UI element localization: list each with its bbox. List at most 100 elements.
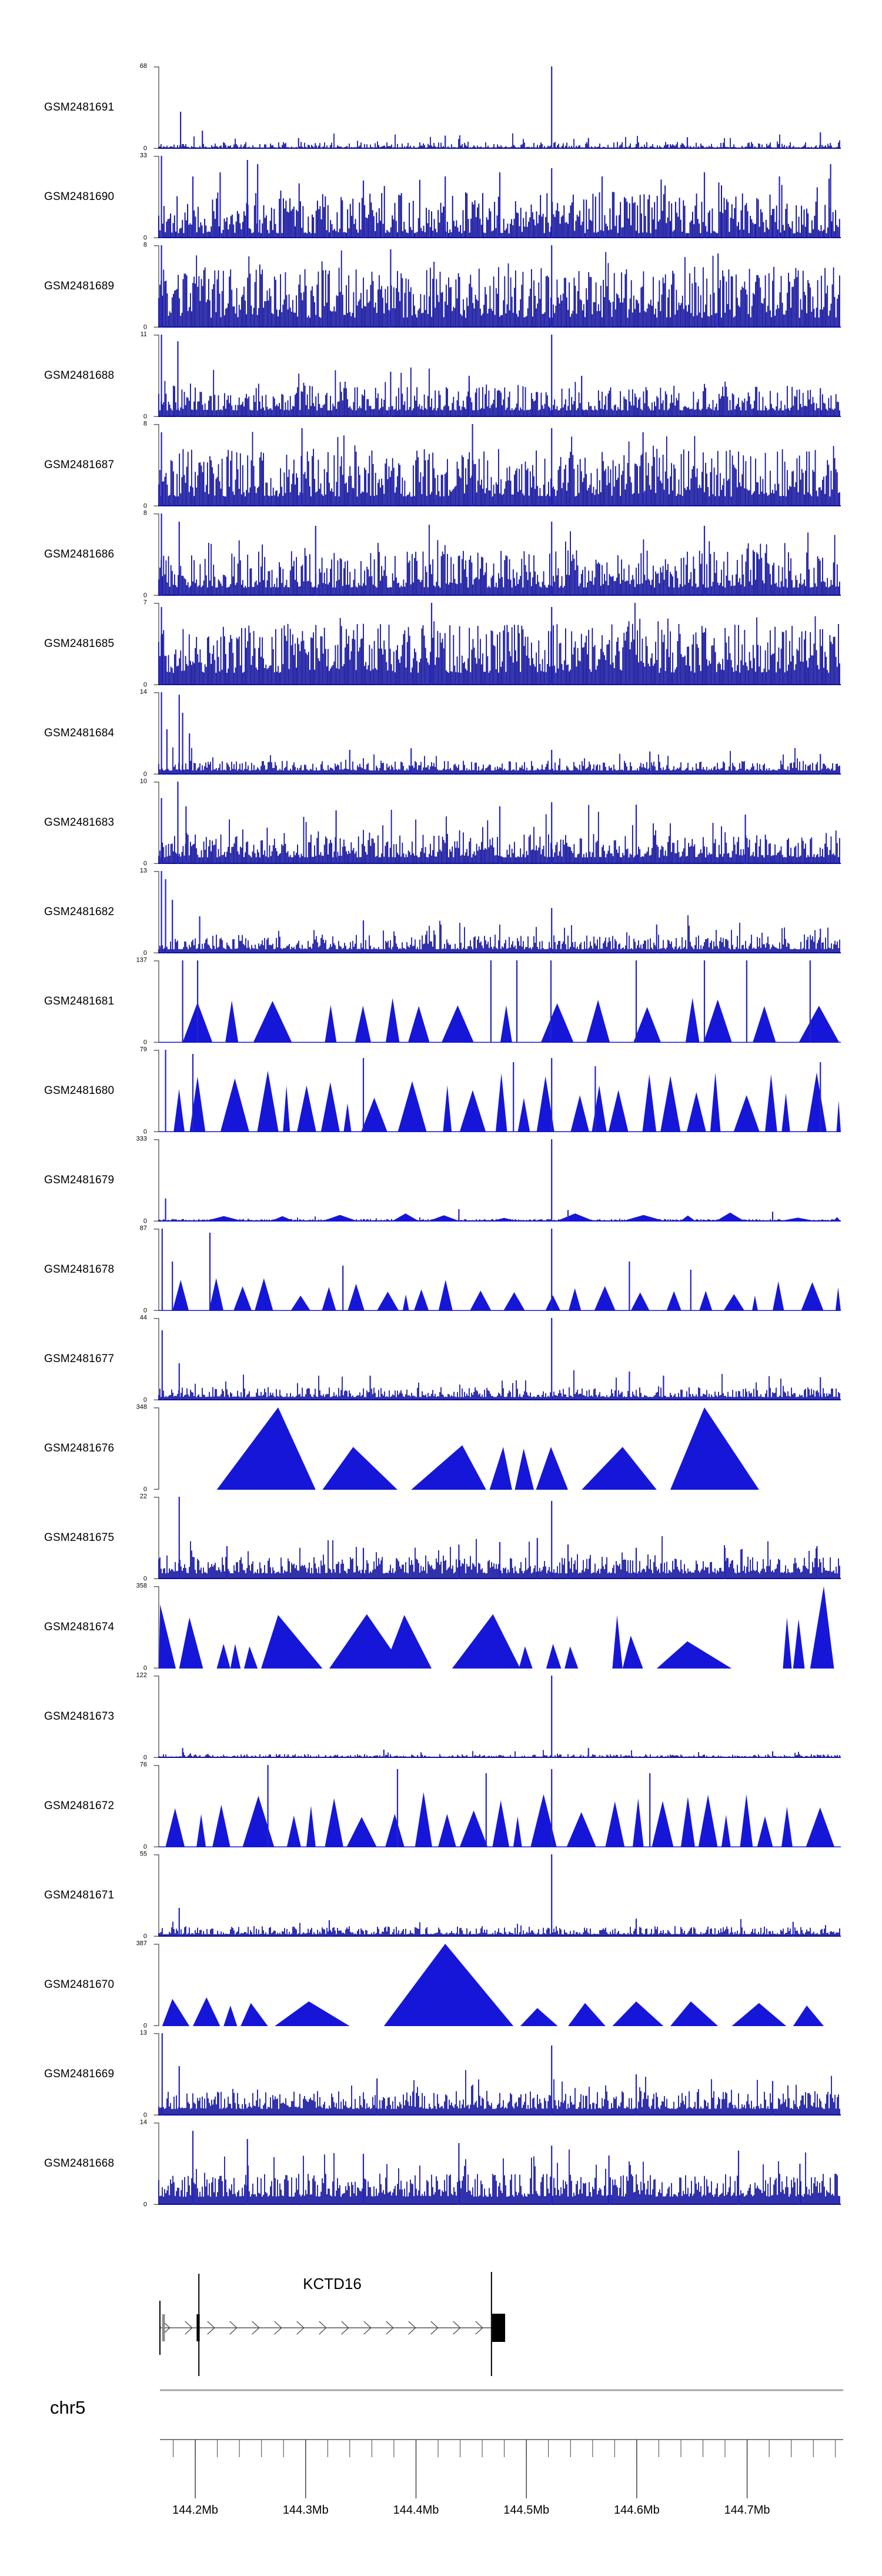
y-axis-zero-label: 0: [143, 1396, 147, 1404]
y-axis-max-label: 22: [139, 1493, 147, 1500]
track-plot: [153, 245, 841, 328]
y-axis-max-label: 7: [143, 599, 147, 606]
genome-axis-ruler: 144.2Mb 144.3Mb 144.4Mb 144.5Mb 144.6Mb 144.7…: [160, 2389, 843, 2517]
y-axis-zero-label: 0: [143, 949, 147, 957]
track-plot: [153, 1229, 841, 1311]
y-axis-zero-label: 0: [143, 1486, 147, 1493]
track-plot: [153, 871, 841, 953]
y-axis-max-label: 79: [139, 1046, 147, 1053]
y-axis-zero-label: 0: [143, 145, 147, 152]
y-axis-zero-label: 0: [143, 1217, 147, 1225]
track-row: GSM2481675 22 0: [0, 1489, 882, 1582]
y-axis-max-label: 8: [143, 241, 147, 249]
y-axis-max-label: 122: [136, 1671, 147, 1679]
y-axis-max-label: 13: [139, 867, 147, 875]
track-plot: [153, 1318, 841, 1400]
track-row: GSM2481684 14 0: [0, 685, 882, 778]
y-axis-max-label: 87: [139, 1224, 147, 1232]
track-label: GSM2481670: [44, 1978, 115, 1991]
y-axis-max-label: 76: [139, 1761, 147, 1769]
track-plot: [153, 1497, 841, 1579]
chromosome-label: chr5: [50, 2397, 86, 2418]
track-plot: [153, 513, 841, 596]
track-row: GSM2481681 137 0: [0, 953, 882, 1046]
track-label: GSM2481669: [44, 2068, 115, 2080]
track-row: GSM2481688 11 0: [0, 327, 882, 420]
y-axis-zero-label: 0: [143, 2111, 147, 2119]
y-axis-zero-label: 0: [143, 323, 147, 331]
y-axis-max-label: 358: [136, 1582, 147, 1590]
y-axis-max-label: 44: [139, 1314, 147, 1322]
y-axis-max-label: 8: [143, 420, 147, 428]
gene-name-label: KCTD16: [303, 2275, 362, 2293]
track-label: GSM2481673: [44, 1710, 115, 1723]
y-axis-max-label: 14: [139, 2118, 147, 2126]
track-plot: [153, 1139, 841, 1222]
track-row: GSM2481682 13 0: [0, 863, 882, 956]
y-axis-zero-label: 0: [143, 234, 147, 242]
track-row: GSM2481668 14 0: [0, 2115, 882, 2208]
track-label: GSM2481685: [44, 638, 115, 650]
track-plot: [153, 2123, 841, 2205]
y-axis-max-label: 333: [136, 1135, 147, 1143]
y-axis-zero-label: 0: [143, 413, 147, 421]
track-label: GSM2481675: [44, 1531, 115, 1544]
track-label: GSM2481690: [44, 191, 115, 203]
axis-tick-label: 144.4Mb: [393, 2504, 439, 2517]
track-row: GSM2481678 87 0: [0, 1221, 882, 1314]
y-axis-max-label: 8: [143, 509, 147, 517]
track-row: GSM2481686 8 0: [0, 506, 882, 599]
y-axis-zero-label: 0: [143, 1128, 147, 1136]
y-axis-max-label: 137: [136, 956, 147, 964]
track-plot: [153, 1676, 841, 1758]
track-label: GSM2481682: [44, 906, 115, 918]
track-row: GSM2481670 387 0: [0, 1936, 882, 2029]
track-row: GSM2481671 55 0: [0, 1847, 882, 1940]
track-label: GSM2481686: [44, 548, 115, 560]
track-plot: [153, 2033, 841, 2115]
track-row: GSM2481687 8 0: [0, 416, 882, 509]
track-label: GSM2481680: [44, 1085, 115, 1097]
y-axis-max-label: 14: [139, 688, 147, 696]
axis-tick-label: 144.7Mb: [724, 2504, 770, 2517]
y-axis-max-label: 68: [139, 62, 147, 70]
track-row: GSM2481691 68 0: [0, 59, 882, 152]
track-plot: [153, 960, 841, 1043]
track-row: GSM2481679 333 0: [0, 1132, 882, 1224]
track-label: GSM2481683: [44, 816, 115, 829]
y-axis-zero-label: 0: [143, 2022, 147, 2030]
track-row: GSM2481680 79 0: [0, 1042, 882, 1135]
track-row: GSM2481674 358 0: [0, 1579, 882, 1671]
track-label: GSM2481674: [44, 1621, 115, 1633]
track-plot: [153, 1050, 841, 1132]
track-label: GSM2481679: [44, 1174, 115, 1186]
y-axis-zero-label: 0: [143, 860, 147, 867]
y-axis-zero-label: 0: [143, 681, 147, 689]
track-row: GSM2481676 348 0: [0, 1400, 882, 1493]
track-plot: [153, 1854, 841, 1937]
track-plot: [153, 156, 841, 238]
y-axis-max-label: 11: [140, 331, 147, 338]
track-plot: [153, 782, 841, 864]
track-row: GSM2481689 8 0: [0, 238, 882, 331]
y-axis-max-label: 33: [139, 152, 147, 159]
track-row: GSM2481685 7 0: [0, 595, 882, 688]
y-axis-max-label: 55: [139, 1850, 147, 1858]
track-plot: [153, 66, 841, 149]
track-row: GSM2481690 33 0: [0, 148, 882, 241]
track-label: GSM2481676: [44, 1442, 115, 1454]
track-plot: [153, 335, 841, 417]
y-axis-zero-label: 0: [143, 1933, 147, 1940]
y-axis-max-label: 13: [139, 2029, 147, 2037]
axis-tick-label: 144.2Mb: [172, 2504, 218, 2517]
track-label: GSM2481678: [44, 1263, 115, 1276]
axis-tick-label: 144.3Mb: [283, 2504, 329, 2517]
track-row: GSM2481683 10 0: [0, 774, 882, 867]
track-row: GSM2481669 13 0: [0, 2026, 882, 2118]
track-row: GSM2481677 44 0: [0, 1310, 882, 1403]
track-label: GSM2481668: [44, 2157, 115, 2170]
track-label: GSM2481677: [44, 1353, 115, 1365]
axis-tick-label: 144.5Mb: [503, 2504, 549, 2517]
track-label: GSM2481689: [44, 280, 115, 292]
